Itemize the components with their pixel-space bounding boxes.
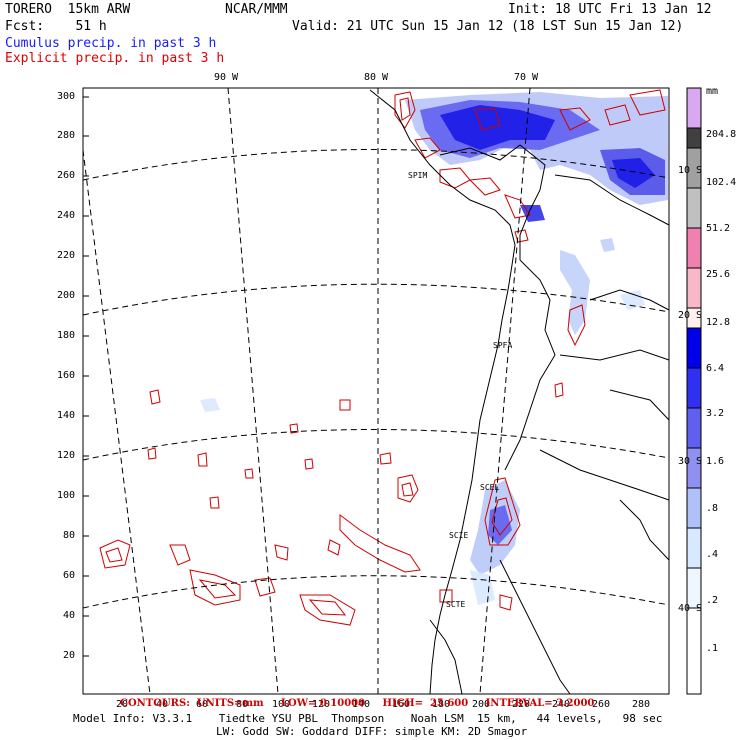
- y-tick: 40: [63, 610, 76, 621]
- station-spim: SPIM: [408, 171, 428, 180]
- x-tick: 180: [432, 699, 451, 710]
- forecast-hour: Fcst: 51 h: [5, 19, 107, 34]
- model-info: Model Info: V3.3.1 Tiedtke YSU PBL Thomp…: [73, 712, 663, 725]
- cumulus-legend: Cumulus precip. in past 3 h: [5, 36, 217, 51]
- x-tick: 200: [472, 699, 491, 710]
- x-tick: 100: [272, 699, 291, 710]
- valid-time: Valid: 21 UTC Sun 15 Jan 12 (18 LST Sun …: [292, 19, 684, 34]
- y-tick: 200: [57, 290, 76, 301]
- colorbar-boxes: [686, 87, 702, 695]
- colorbar-label: 6.4: [706, 363, 725, 374]
- lon-label-80w: 80 W: [364, 72, 389, 83]
- colorbar-unit: mm: [706, 86, 719, 97]
- y-tick: 80: [63, 530, 76, 541]
- x-tick: 20: [116, 699, 129, 710]
- y-tick: 260: [57, 170, 76, 181]
- lat-label-30s: 30 S: [678, 456, 703, 467]
- explicit-precip-contours: [99, 89, 666, 626]
- station-scte: SCTE: [446, 600, 466, 609]
- x-tick: 120: [312, 699, 331, 710]
- x-tick: 60: [196, 699, 209, 710]
- physics-info: LW: Godd SW: Goddard DIFF: simple KM: 2D…: [216, 725, 528, 738]
- x-tick: 80: [236, 699, 249, 710]
- lat-label-20s: 20 S: [678, 310, 703, 321]
- station-spfa: SPFA: [493, 341, 513, 350]
- colorbar-label: .8: [706, 503, 719, 514]
- y-tick: 160: [57, 370, 76, 381]
- colorbar-label: .4: [706, 549, 719, 560]
- colorbar-label: 51.2: [706, 223, 731, 234]
- colorbar-label: .1: [706, 643, 719, 654]
- x-tick: 160: [392, 699, 411, 710]
- colorbar-label: 3.2: [706, 408, 725, 419]
- colorbar-label: .2: [706, 595, 719, 606]
- lon-label-90w: 90 W: [214, 72, 239, 83]
- org-label: NCAR/MMM: [225, 2, 288, 17]
- colorbar-label: 102.4: [706, 177, 737, 188]
- explicit-legend: Explicit precip. in past 3 h: [5, 51, 225, 66]
- y-tick: 100: [57, 490, 76, 501]
- y-tick: 300: [57, 91, 76, 102]
- coastlines: [369, 89, 670, 695]
- contour-info: CONTOURS: UNITS=mm LOW= 0.10000 HIGH= 25…: [120, 698, 595, 709]
- y-tick: 20: [63, 650, 76, 661]
- y-tick: 140: [57, 410, 76, 421]
- colorbar-label: 204.8: [706, 129, 737, 140]
- x-tick: 240: [552, 699, 571, 710]
- lon-label-70w: 70 W: [514, 72, 539, 83]
- init-time: Init: 18 UTC Fri 13 Jan 12: [508, 2, 712, 17]
- x-tick: 220: [512, 699, 531, 710]
- y-tick: 280: [57, 130, 76, 141]
- x-tick: 40: [156, 699, 169, 710]
- lat-label-10s: 10 S: [678, 165, 703, 176]
- x-tick: 260: [592, 699, 611, 710]
- x-tick: 140: [352, 699, 371, 710]
- y-tick: 60: [63, 570, 76, 581]
- y-tick: 240: [57, 210, 76, 221]
- x-tick: 280: [632, 699, 651, 710]
- y-tick: 180: [57, 330, 76, 341]
- y-tick: 220: [57, 250, 76, 261]
- graticule: [82, 87, 670, 695]
- colorbar-label: 1.6: [706, 456, 725, 467]
- colorbar-label: 25.6: [706, 269, 731, 280]
- lat-label-40s: 40 S: [678, 603, 703, 614]
- model-title: TORERO 15km ARW: [5, 2, 131, 17]
- colorbar-label: 12.8: [706, 317, 731, 328]
- station-scie: SCIE: [449, 531, 469, 540]
- station-scel: SCEL: [480, 483, 500, 492]
- y-tick: 120: [57, 450, 76, 461]
